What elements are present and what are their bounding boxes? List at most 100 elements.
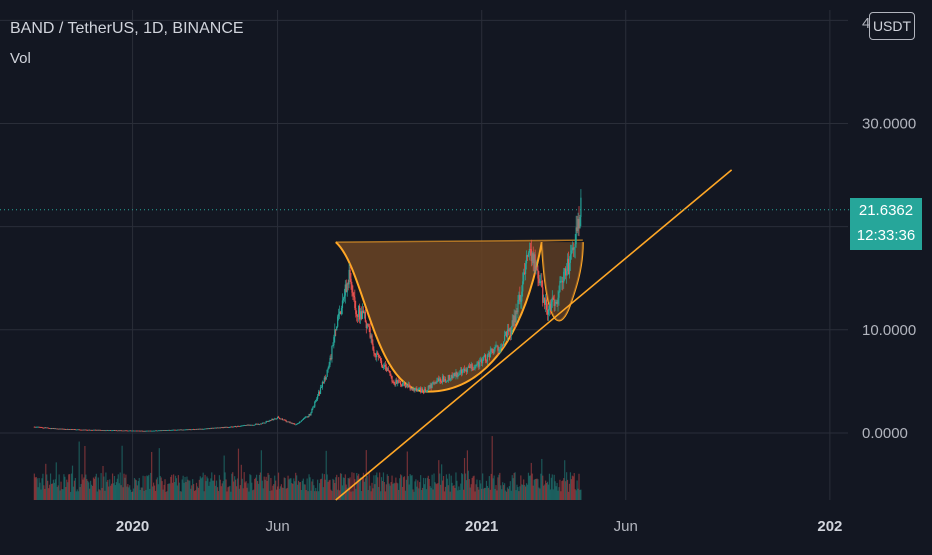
candle-body (363, 311, 365, 314)
candle-body (188, 429, 190, 431)
volume-bar (534, 478, 536, 500)
candle-body (299, 421, 302, 423)
candle-body (495, 346, 497, 348)
symbol-title[interactable]: BAND / TetherUS, 1D, BINANCE (10, 20, 244, 37)
volume-bar (292, 483, 294, 500)
candle-body (146, 430, 148, 432)
candle-body (438, 378, 440, 381)
volume-bar (97, 477, 99, 500)
volume-bar (500, 485, 502, 500)
candle-body (454, 372, 456, 377)
candle-body (175, 429, 178, 431)
volume-indicator-label[interactable]: Vol (10, 50, 31, 67)
volume-bar (164, 479, 166, 500)
candle-body (122, 430, 124, 432)
candle-body (221, 427, 223, 429)
candle-body (165, 430, 167, 432)
volume-bar (320, 478, 323, 500)
volume-bar (416, 486, 418, 500)
volume-bar (495, 485, 497, 500)
candle-body (418, 388, 420, 390)
candle-body (72, 429, 75, 430)
volume-bar (399, 478, 401, 500)
volume-bar (199, 476, 201, 500)
candle-body (307, 416, 309, 418)
currency-button[interactable]: USDT (869, 12, 915, 40)
candle-body (222, 427, 224, 429)
volume-bar (535, 478, 537, 500)
candle-body (513, 315, 515, 327)
candle-body (198, 428, 200, 430)
candle-body (524, 263, 527, 274)
candle-body (183, 429, 185, 431)
candle-body (143, 430, 145, 432)
candle-body (114, 430, 117, 432)
volume-bar (236, 478, 239, 500)
candle-body (291, 422, 293, 424)
candle-body (466, 367, 469, 373)
last-price-value: 21.6362 (858, 202, 914, 219)
volume-bar (309, 477, 311, 500)
volume-bar (98, 489, 100, 500)
volume-bar (255, 474, 258, 500)
candle-body (255, 423, 258, 425)
volume-bar (106, 481, 108, 500)
volume-bar (57, 485, 59, 500)
candle-body (467, 366, 469, 368)
volume-bar (379, 472, 381, 500)
volume-bar (531, 473, 533, 500)
candle-body (444, 378, 447, 382)
candle-body (163, 430, 165, 432)
volume-bar (187, 479, 189, 500)
candle-body (349, 269, 351, 279)
candle-body (298, 421, 301, 424)
candle-body (153, 430, 156, 432)
volume-bar (77, 491, 79, 500)
candle-body (376, 352, 378, 358)
candle-body (510, 327, 512, 336)
candle-body (131, 430, 134, 432)
volume-bar (43, 485, 45, 500)
volume-bar (49, 473, 52, 500)
candle-body (433, 382, 435, 384)
volume-bar (87, 480, 89, 500)
volume-bar (264, 479, 266, 500)
candle-body (276, 416, 279, 419)
volume-bar (234, 476, 236, 500)
cup-and-handle-pattern[interactable] (335, 239, 584, 393)
candle-body (91, 429, 94, 431)
volume-bar (566, 479, 569, 500)
volume-bar (414, 481, 416, 500)
volume-bar (136, 485, 138, 500)
candle-body (504, 335, 506, 342)
candle-body (105, 430, 107, 432)
candle-body (319, 387, 322, 394)
volume-bar (552, 489, 554, 500)
candle-body (45, 427, 47, 429)
volume-bar (53, 482, 55, 500)
candle-body (396, 380, 398, 384)
volume-bar (189, 480, 191, 500)
candle-body (178, 429, 180, 431)
volume-bar (377, 477, 379, 500)
volume-bar (85, 474, 87, 500)
volume-bar (169, 483, 171, 500)
volume-bar (214, 474, 216, 500)
candle-body (346, 283, 348, 293)
volume-bar (149, 488, 151, 500)
candle-body (526, 255, 529, 257)
volume-bar (379, 491, 382, 500)
candle-body (575, 227, 577, 245)
candle-body (562, 280, 564, 283)
volume-bar (335, 477, 337, 500)
candle-body (127, 430, 129, 432)
candle-body (501, 345, 503, 347)
candle-body (360, 311, 363, 319)
volume-bar (462, 489, 465, 500)
candle-body (546, 309, 549, 315)
trendline[interactable] (335, 169, 733, 501)
volume-bar (484, 487, 487, 500)
candle-body (550, 301, 552, 311)
